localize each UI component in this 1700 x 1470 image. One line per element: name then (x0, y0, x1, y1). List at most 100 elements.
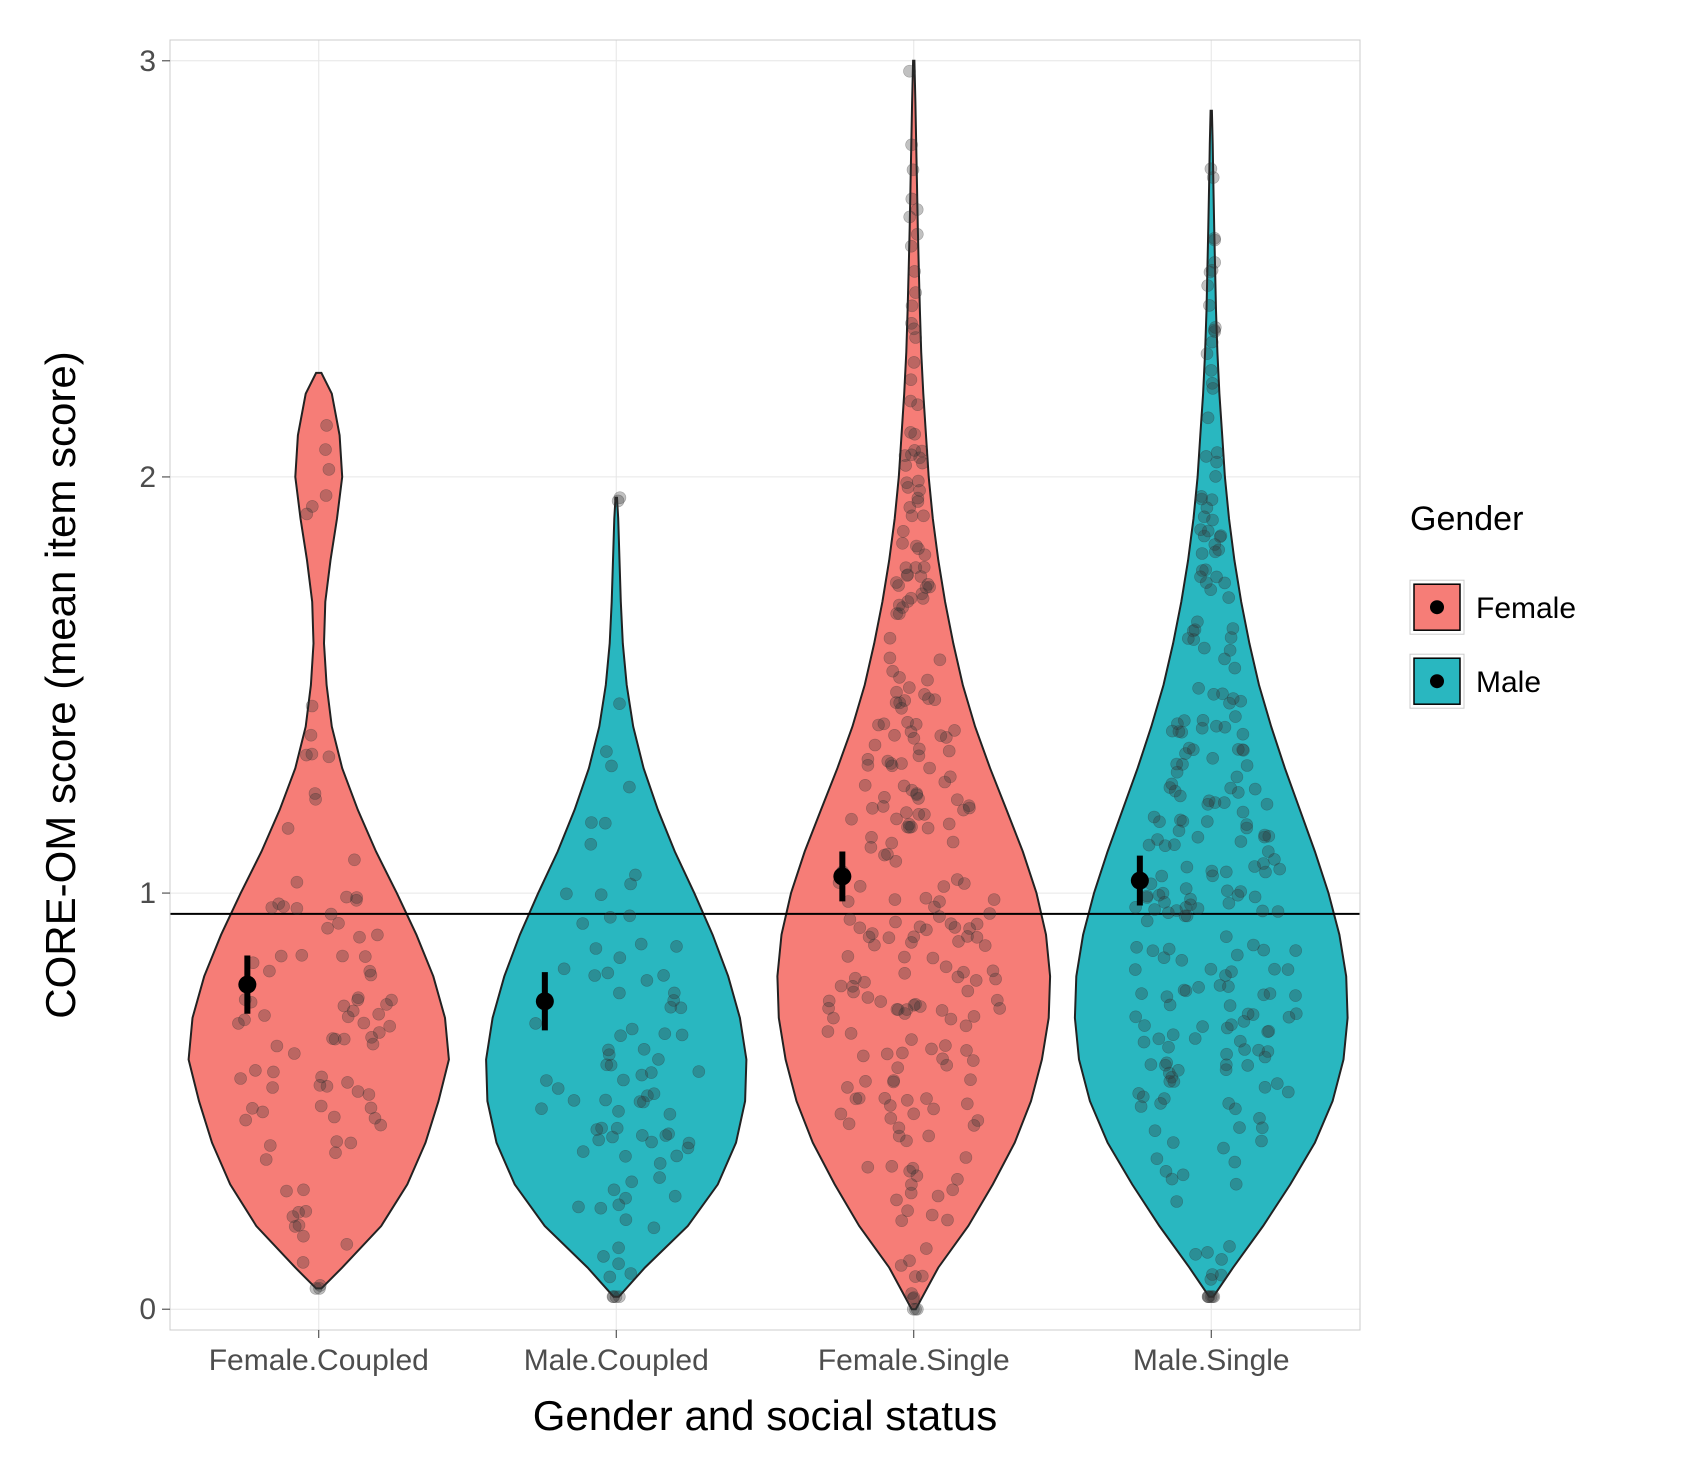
jitter-point (1226, 966, 1238, 978)
jitter-point (900, 562, 912, 574)
jitter-point (314, 1279, 326, 1291)
jitter-point (905, 449, 917, 461)
jitter-point (1163, 1041, 1175, 1053)
jitter-point (920, 892, 932, 904)
jitter-point (891, 608, 903, 620)
jitter-point (899, 967, 911, 979)
jitter-point (1138, 1036, 1150, 1048)
jitter-point (1176, 954, 1188, 966)
jitter-point (1221, 1022, 1233, 1034)
jitter-point (904, 211, 916, 223)
jitter-point (903, 818, 915, 830)
jitter-point (971, 931, 983, 943)
jitter-point (907, 1293, 919, 1305)
jitter-point (926, 1209, 938, 1221)
jitter-point (281, 1185, 293, 1197)
jitter-point (602, 967, 614, 979)
jitter-point (883, 932, 895, 944)
y-axis-title: CORE-OM score (mean item score) (37, 351, 84, 1018)
jitter-point (648, 1088, 660, 1100)
jitter-point (232, 1017, 244, 1029)
jitter-point (352, 994, 364, 1006)
jitter-point (1207, 752, 1219, 764)
jitter-point (854, 880, 866, 892)
jitter-point (599, 817, 611, 829)
jitter-point (862, 759, 874, 771)
jitter-point (857, 1050, 869, 1062)
jitter-point (1201, 348, 1213, 360)
jitter-point (937, 1053, 949, 1065)
jitter-point (648, 1222, 660, 1234)
jitter-point (257, 1106, 269, 1118)
jitter-point (1161, 1057, 1173, 1069)
jitter-point (310, 793, 322, 805)
jitter-point (947, 836, 959, 848)
jitter-point (917, 592, 929, 604)
jitter-point (560, 888, 572, 900)
jitter-point (1282, 964, 1294, 976)
jitter-point (358, 1017, 370, 1029)
jitter-point (1143, 839, 1155, 851)
jitter-point (333, 917, 345, 929)
xtick-label: Female.Coupled (209, 1344, 429, 1377)
jitter-point (897, 537, 909, 549)
jitter-point (1195, 524, 1207, 536)
jitter-point (936, 1004, 948, 1016)
jitter-point (1232, 786, 1244, 798)
jitter-point (943, 745, 955, 757)
jitter-point (848, 986, 860, 998)
jitter-point (371, 929, 383, 941)
jitter-point (1205, 1273, 1217, 1285)
jitter-point (990, 973, 1002, 985)
jitter-point (264, 1140, 276, 1152)
jitter-point (961, 1044, 973, 1056)
jitter-point (620, 1214, 632, 1226)
jitter-point (1149, 904, 1161, 916)
jitter-point (288, 1048, 300, 1060)
jitter-point (891, 1194, 903, 1206)
jitter-point (636, 1129, 648, 1141)
jitter-point (1163, 943, 1175, 955)
jitter-point (1197, 1021, 1209, 1033)
jitter-point (1262, 1026, 1274, 1038)
jitter-point (1131, 941, 1143, 953)
jitter-point (906, 300, 918, 312)
jitter-point (1202, 798, 1214, 810)
jitter-point (613, 1105, 625, 1117)
jitter-point (901, 1004, 913, 1016)
jitter-point (884, 632, 896, 644)
jitter-point (898, 951, 910, 963)
jitter-point (913, 743, 925, 755)
jitter-point (1164, 999, 1176, 1011)
jitter-point (641, 974, 653, 986)
jitter-point (298, 1184, 310, 1196)
jitter-point (604, 1271, 616, 1283)
ytick-label: 0 (139, 1293, 156, 1326)
jitter-point (345, 1137, 357, 1149)
jitter-point (1262, 846, 1274, 858)
xtick-label: Male.Single (1133, 1344, 1290, 1377)
jitter-point (359, 951, 371, 963)
jitter-point (1197, 714, 1209, 726)
jitter-point (1155, 1097, 1167, 1109)
jitter-point (1156, 870, 1168, 882)
jitter-point (590, 943, 602, 955)
jitter-point (923, 1130, 935, 1142)
jitter-point (1249, 783, 1261, 795)
jitter-point (1206, 494, 1218, 506)
ytick-label: 2 (139, 461, 156, 494)
jitter-point (1133, 1087, 1145, 1099)
jitter-point (1213, 544, 1225, 556)
jitter-point (267, 1066, 279, 1078)
jitter-point (1237, 728, 1249, 740)
jitter-point (536, 1103, 548, 1115)
jitter-point (878, 718, 890, 730)
jitter-point (1239, 1044, 1251, 1056)
jitter-point (1290, 990, 1302, 1002)
jitter-point (1211, 456, 1223, 468)
jitter-point (947, 1184, 959, 1196)
jitter-point (363, 1089, 375, 1101)
jitter-point (1202, 412, 1214, 424)
jitter-point (595, 1202, 607, 1214)
jitter-point (275, 950, 287, 962)
